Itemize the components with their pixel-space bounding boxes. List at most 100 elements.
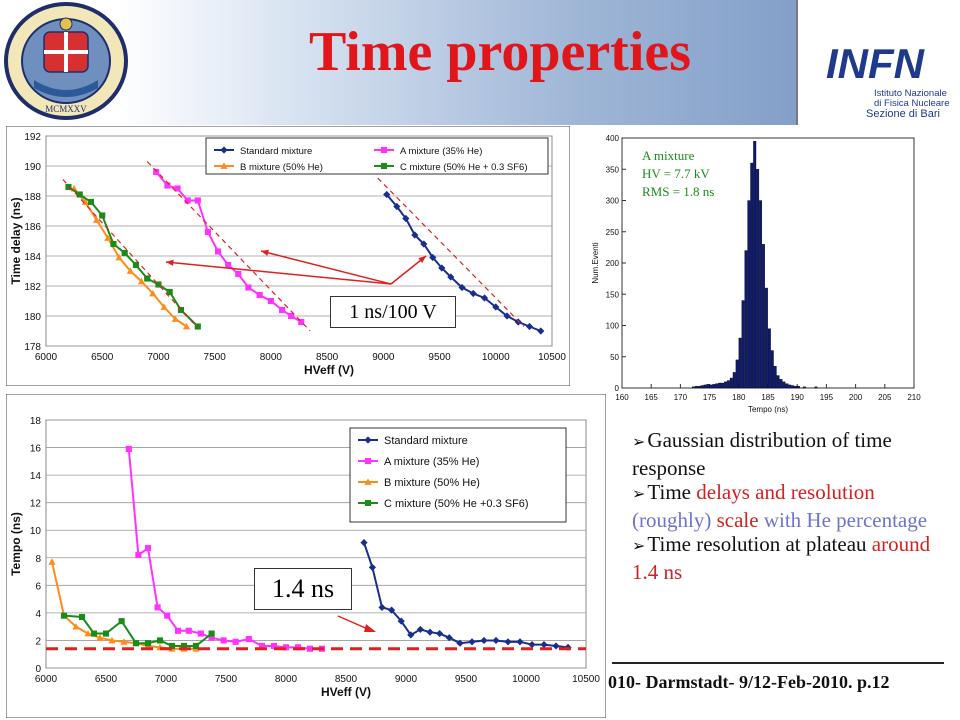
data-point <box>174 185 181 192</box>
legend-box <box>205 137 549 175</box>
legend-label: B mixture (50% He) <box>384 477 480 489</box>
x-tick-label: 9000 <box>372 352 395 363</box>
arrow-head <box>418 256 426 264</box>
histogram-bar <box>785 383 789 389</box>
y-tick-label: 18 <box>30 416 42 427</box>
trend-line <box>146 161 311 332</box>
histogram-bar <box>724 381 727 389</box>
histogram-bar <box>776 375 780 389</box>
histogram-bar <box>709 384 713 389</box>
histogram-bar <box>738 337 742 389</box>
time-histogram-chart: 0 50 100 150 200 250 300 350 400 160 165 170 175 180 1… <box>586 130 922 420</box>
histogram-bar <box>697 385 701 389</box>
bullet-3-part-2: around 1.4 ns <box>632 532 931 584</box>
legend-marker <box>364 499 372 507</box>
data-point <box>99 212 106 219</box>
annotation-arrow <box>390 255 427 285</box>
data-point <box>160 303 168 310</box>
university-seal-logo: MCMXXV <box>4 2 128 120</box>
histogram-bar <box>721 382 725 389</box>
legend-marker <box>364 436 372 444</box>
data-point <box>125 445 132 452</box>
y-tick-label: 10 <box>30 526 42 537</box>
data-point <box>438 264 446 272</box>
data-point <box>492 636 500 645</box>
histogram-bar <box>700 385 704 389</box>
data-point <box>416 625 424 634</box>
footer-divider <box>612 662 944 664</box>
bullet-2-part-2: delays and resolution <box>696 480 875 504</box>
legend-marker <box>220 146 228 154</box>
histogram-bar <box>788 384 792 389</box>
y-tick-label: 0 <box>615 384 620 393</box>
data-point <box>245 284 252 291</box>
data-point <box>420 240 428 248</box>
infn-logo-graphic: INFN Istituto Nazionale di Fisica Nuclea… <box>826 40 950 120</box>
histogram-bar <box>726 380 730 389</box>
histogram-bar <box>747 200 751 389</box>
data-point <box>214 248 222 255</box>
histogram-bar <box>712 384 716 389</box>
data-point <box>388 606 396 614</box>
data-point <box>171 315 179 322</box>
data-point <box>154 604 161 611</box>
data-point <box>194 197 201 204</box>
data-point <box>306 645 314 652</box>
data-point <box>153 168 160 176</box>
series-group <box>153 168 305 326</box>
histogram-annotation: RMS = 1.8 ns <box>642 184 714 199</box>
data-point <box>84 629 92 637</box>
data-point <box>164 182 171 189</box>
infn-logo: INFN Istituto Nazionale di Fisica Nuclea… <box>796 0 960 125</box>
x-axis-label: Tempo (ns) <box>748 405 788 414</box>
x-tick-label: 170 <box>674 393 688 402</box>
x-tick-label: 10500 <box>538 352 566 363</box>
data-point <box>104 234 112 241</box>
histogram-bar <box>741 300 745 389</box>
legend-label: C mixture (50% He + 0.3 SF6) <box>400 162 528 173</box>
y-tick-label: 12 <box>30 499 42 510</box>
histogram-bar <box>735 359 739 389</box>
data-point <box>78 613 86 621</box>
bullet-2-part-1: Time <box>647 480 697 504</box>
y-tick-label: 178 <box>24 342 41 353</box>
x-tick-label: 7000 <box>155 674 178 685</box>
bullet-2-part-3: (roughly) <box>632 507 717 532</box>
trend-line <box>62 179 199 329</box>
series-group <box>383 190 545 335</box>
y-tick-label: 2 <box>35 636 41 647</box>
histogram-bar <box>762 244 765 389</box>
series-group <box>70 184 191 330</box>
data-point <box>204 228 211 236</box>
data-point <box>208 634 215 641</box>
x-tick-label: 6500 <box>95 674 118 685</box>
y-tick-label: 350 <box>606 165 620 174</box>
x-tick-label: 10000 <box>512 674 540 685</box>
histogram-bar <box>814 386 818 389</box>
bullet-list: ➢Gaussian distribution of time response … <box>632 428 952 584</box>
data-point <box>456 639 464 647</box>
legend-marker <box>364 478 372 485</box>
data-point <box>368 563 376 572</box>
y-tick-label: 8 <box>35 554 41 565</box>
bullet-2-part-4: scale <box>716 507 759 532</box>
data-point <box>552 642 560 650</box>
data-point <box>235 270 242 278</box>
annotation-arrow <box>337 615 371 631</box>
annotation-arrow <box>260 250 392 285</box>
x-tick-label: 10500 <box>572 674 600 685</box>
series-group <box>125 445 326 652</box>
data-point <box>192 642 200 650</box>
data-point <box>288 312 295 320</box>
data-point <box>144 640 152 647</box>
histogram-bar <box>756 169 760 389</box>
legend-marker <box>220 162 228 169</box>
y-axis-label: Time delay (ns) <box>9 197 23 284</box>
histogram-bar <box>779 379 783 389</box>
arrow-head <box>166 259 174 266</box>
data-point <box>102 630 110 637</box>
data-point <box>164 612 171 619</box>
data-point <box>256 291 263 299</box>
histogram-bar <box>791 385 795 389</box>
data-point <box>480 294 489 302</box>
